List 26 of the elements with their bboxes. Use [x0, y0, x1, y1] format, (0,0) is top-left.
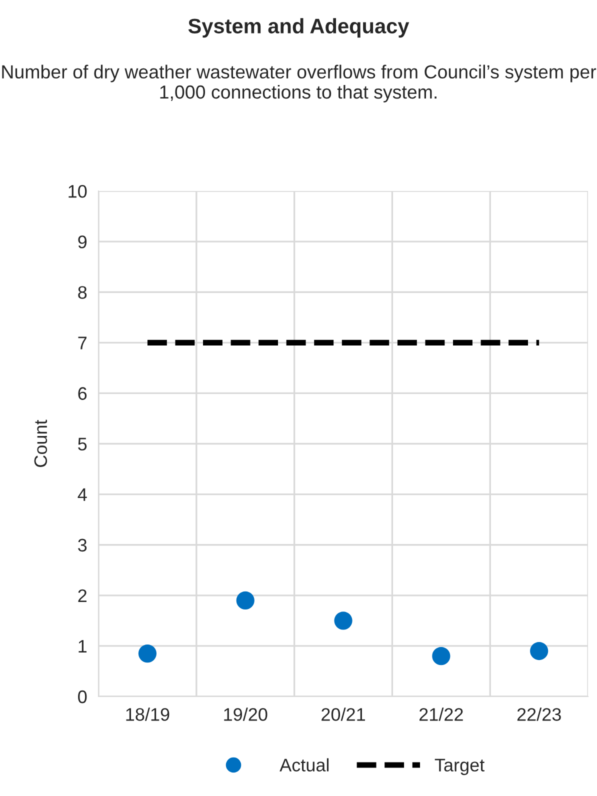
x-tick-label: 19/20	[224, 708, 268, 721]
y-tick-label: 3	[78, 538, 87, 552]
y-tick-label: 2	[78, 589, 86, 602]
y-tick-label: 6	[78, 387, 87, 400]
y-tick-label: 8	[78, 286, 87, 299]
point	[432, 647, 450, 666]
x-tick-label: 20/21	[322, 708, 365, 721]
point	[530, 642, 548, 660]
point	[138, 644, 157, 663]
y-axis-title: Count	[34, 420, 48, 467]
chart-title: System and Adequacy	[188, 18, 410, 38]
y-tick-label: 7	[78, 336, 86, 350]
x-tick-label: 21/22	[420, 708, 463, 721]
y-tick-label: 1	[78, 640, 87, 652]
x-tick-label: 18/19	[126, 708, 170, 721]
y-tick-label: 5	[78, 438, 87, 450]
legend-label: Actual	[280, 758, 329, 772]
point	[334, 612, 352, 630]
y-tick-label: 9	[78, 236, 87, 248]
y-tick-label: 4	[78, 488, 87, 501]
x-tick-label: 22/23	[517, 708, 561, 721]
legend-label: Target	[434, 758, 485, 776]
chart-subtitle: Number of dry weather wastewater overflows from Council’s system per 1,000 connections to that system.	[2, 64, 596, 102]
y-tick-label: 0	[78, 690, 87, 704]
point	[236, 591, 254, 610]
y-tick-label: 10	[68, 184, 87, 198]
